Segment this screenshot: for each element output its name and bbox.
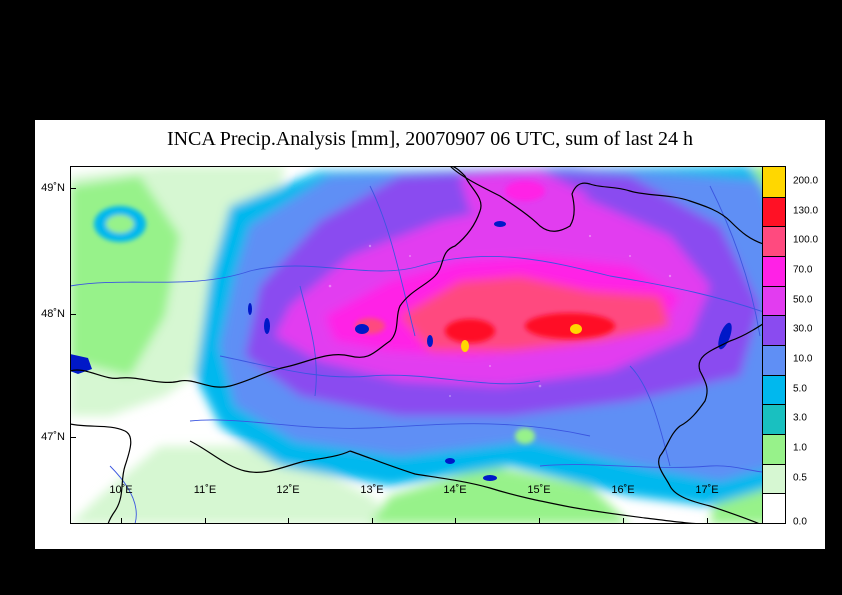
lat-label-48n: 48˚N bbox=[41, 308, 65, 320]
lon-label-10e: 10˚E bbox=[109, 484, 133, 496]
legend-swatch bbox=[763, 167, 785, 197]
lon-label-15e: 15˚E bbox=[527, 484, 551, 496]
lon-label-12e: 12˚E bbox=[276, 484, 300, 496]
precip-max-yellow-east bbox=[570, 324, 582, 334]
legend-swatch bbox=[763, 315, 785, 345]
legend-label: 30.0 bbox=[793, 323, 813, 335]
legend-swatch bbox=[763, 285, 785, 316]
legend-label: 200.0 bbox=[793, 175, 819, 187]
lon-tick bbox=[288, 518, 289, 524]
legend-swatch bbox=[763, 256, 785, 286]
precip-cell-green-spot bbox=[515, 428, 535, 444]
legend-label: 5.0 bbox=[793, 383, 807, 394]
precip-band-light-green-south bbox=[70, 446, 400, 524]
precip-cell-red-east bbox=[525, 313, 615, 339]
precipitation-map bbox=[70, 166, 775, 524]
legend-swatch bbox=[763, 404, 785, 434]
lon-label-11e: 11˚E bbox=[193, 484, 217, 496]
legend-swatch bbox=[763, 374, 785, 405]
map-panel: INCA Precip.Analysis [mm], 20070907 06 U… bbox=[35, 120, 825, 549]
legend-swatch bbox=[763, 226, 785, 256]
legend-label: 130.0 bbox=[793, 205, 819, 216]
legend-label: 10.0 bbox=[793, 353, 813, 365]
precip-max-yellow-central bbox=[461, 340, 469, 352]
legend-swatch bbox=[763, 345, 785, 375]
lon-label-16e: 16˚E bbox=[611, 484, 635, 496]
legend-label: 3.0 bbox=[793, 412, 807, 424]
lon-tick bbox=[455, 518, 456, 524]
country-borders bbox=[70, 166, 775, 524]
speckle-texture bbox=[328, 234, 672, 397]
lon-tick bbox=[539, 518, 540, 524]
legend-swatch bbox=[763, 463, 785, 494]
lon-label-14e: 14˚E bbox=[443, 484, 467, 496]
legend-color-bar bbox=[762, 166, 786, 524]
legend-swatch bbox=[763, 196, 785, 227]
lat-tick bbox=[70, 437, 76, 438]
lat-tick bbox=[70, 188, 76, 189]
legend-swatch bbox=[763, 434, 785, 464]
lon-label-13e: 13˚E bbox=[360, 484, 384, 496]
lat-label-49n: 49˚N bbox=[41, 182, 65, 194]
precip-cell-red-central bbox=[445, 319, 495, 343]
legend-label: 1.0 bbox=[793, 442, 807, 454]
lon-tick bbox=[372, 518, 373, 524]
lon-tick bbox=[623, 518, 624, 524]
legend-label: 0.5 bbox=[793, 472, 807, 483]
legend-label: 70.0 bbox=[793, 264, 813, 276]
map-title: INCA Precip.Analysis [mm], 20070907 06 U… bbox=[166, 128, 694, 150]
lon-tick bbox=[205, 518, 206, 524]
legend-label: 50.0 bbox=[793, 294, 813, 305]
lon-tick bbox=[121, 518, 122, 524]
precipitation-field bbox=[70, 166, 775, 524]
legend-label: 100.0 bbox=[793, 234, 819, 246]
precip-cell-north bbox=[505, 181, 545, 201]
rivers bbox=[70, 185, 775, 524]
lat-label-47n: 47˚N bbox=[41, 431, 65, 443]
legend-label: 0.0 bbox=[793, 516, 807, 528]
lon-label-17e: 17˚E bbox=[695, 484, 719, 496]
lat-tick bbox=[70, 314, 76, 315]
legend-swatch bbox=[763, 493, 785, 523]
precip-band-green-south bbox=[370, 466, 630, 524]
precip-cell-green-center bbox=[106, 215, 134, 233]
lon-tick bbox=[707, 518, 708, 524]
